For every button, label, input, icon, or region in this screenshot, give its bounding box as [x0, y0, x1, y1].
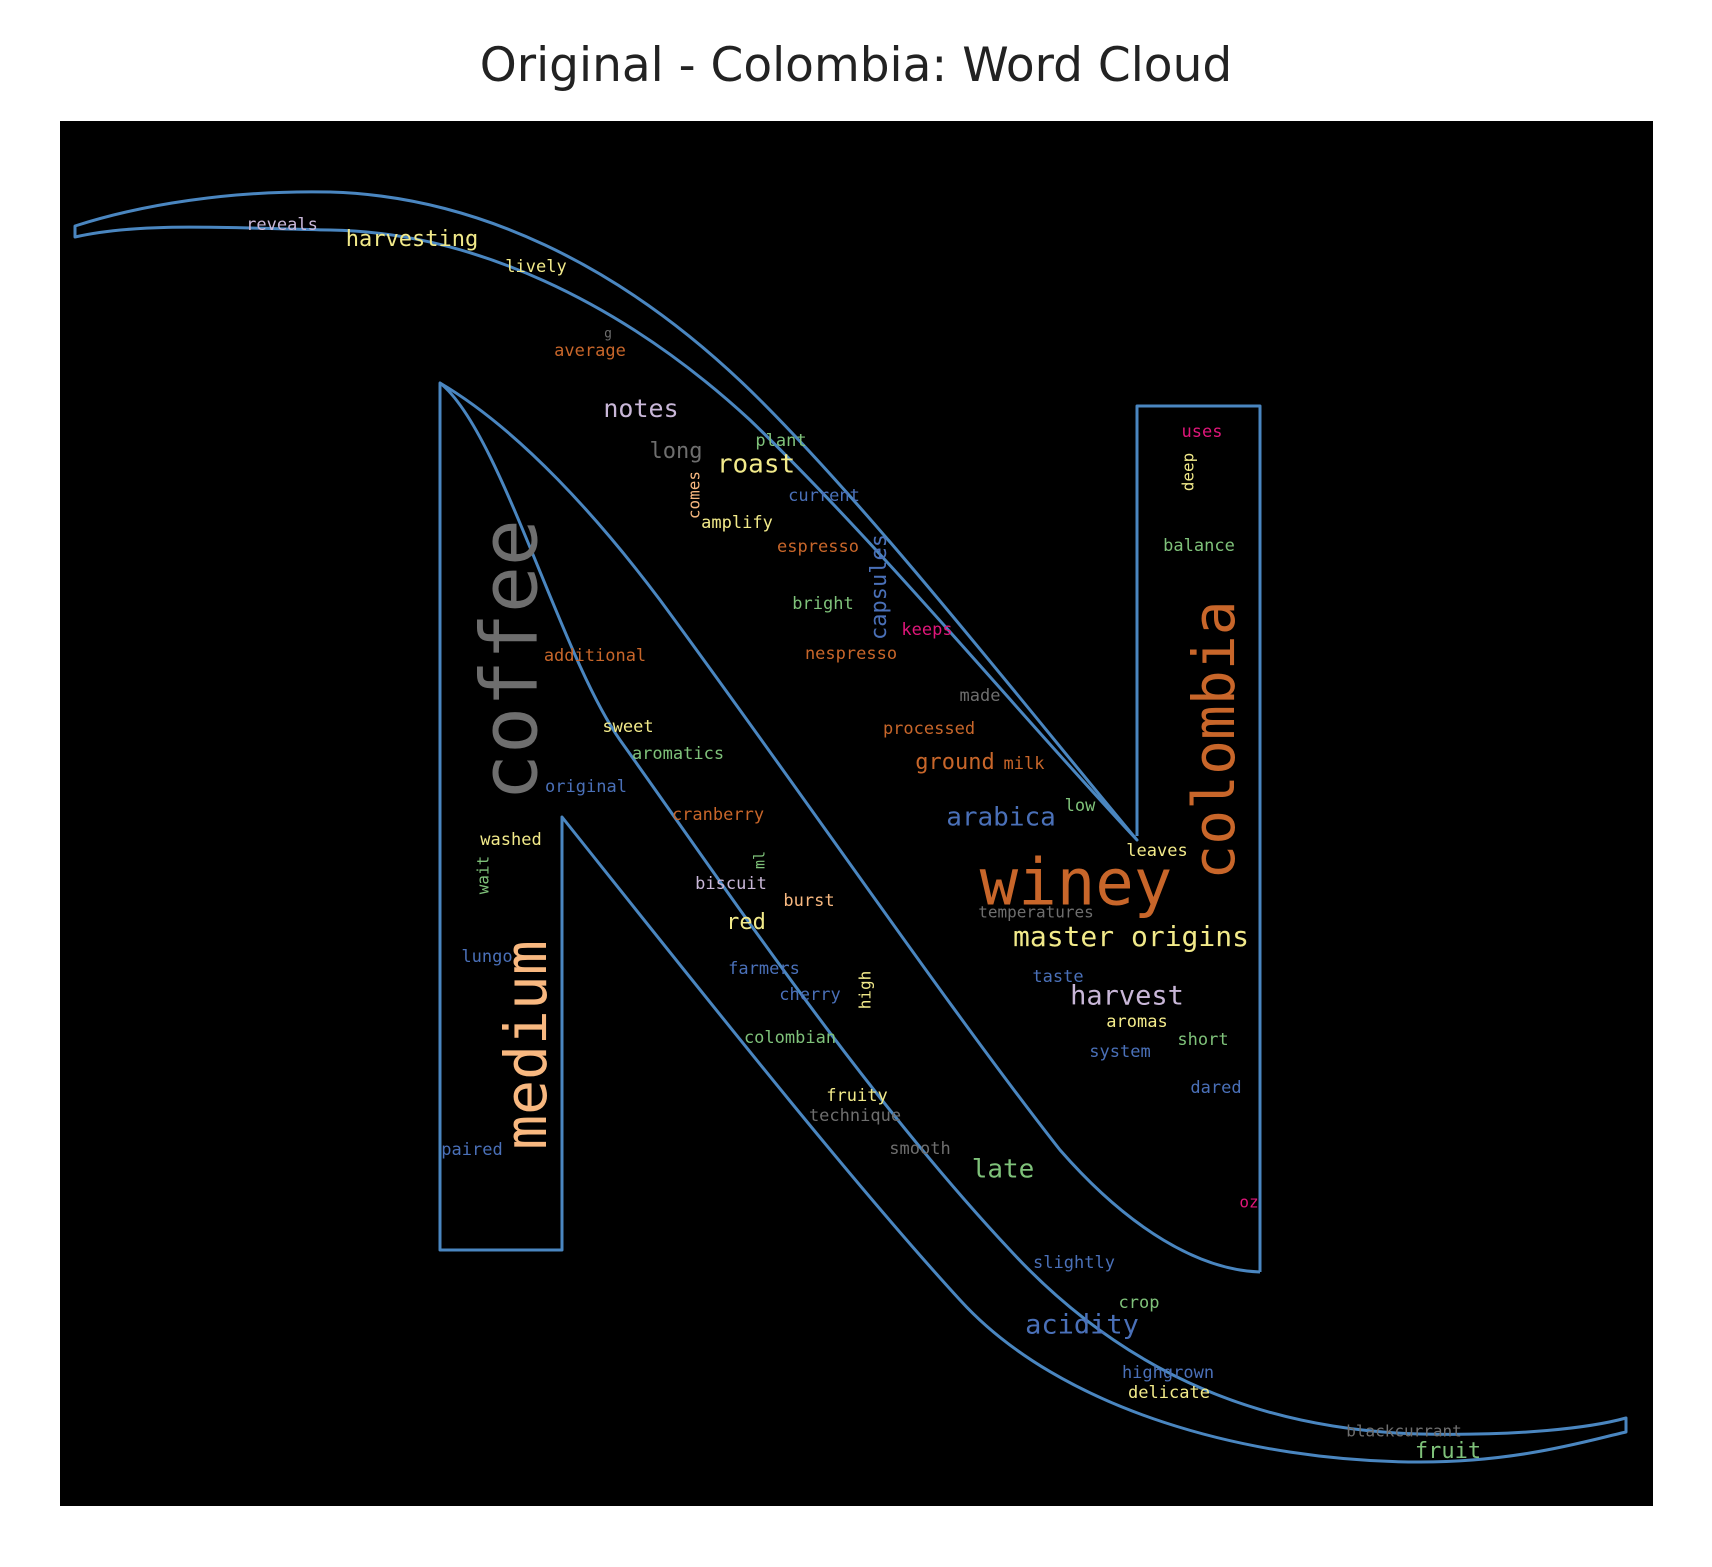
word-low: low — [1065, 796, 1096, 816]
right-stem-box — [1135, 404, 1262, 1272]
word-average: average — [554, 341, 626, 361]
word-lively: lively — [505, 257, 566, 277]
word-highgrown: highgrown — [1122, 1363, 1214, 1383]
word-amplify: amplify — [701, 513, 773, 533]
word-milk: milk — [1004, 754, 1045, 774]
word-aromatics: aromatics — [632, 744, 724, 764]
word-keeps: keeps — [901, 620, 952, 640]
word-leaves: leaves — [1126, 841, 1187, 861]
word-sweet: sweet — [602, 717, 653, 737]
word-harvest: harvest — [1070, 981, 1184, 1012]
word-nespresso: nespresso — [805, 644, 897, 664]
word-oz: oz — [1239, 1193, 1258, 1212]
word-ground: ground — [915, 750, 994, 775]
word-technique: technique — [809, 1106, 901, 1126]
word-ml: ml — [751, 851, 769, 869]
n-mask-outline — [73, 190, 1628, 1464]
word-medium: medium — [492, 940, 560, 1150]
word-arabica: arabica — [946, 803, 1056, 833]
word-reveals: reveals — [246, 215, 318, 235]
word-crop: crop — [1119, 1293, 1160, 1313]
word-bright: bright — [792, 594, 853, 614]
word-master-origins: master origins — [1013, 920, 1249, 953]
word-colombia: colombia — [1180, 600, 1248, 879]
word-high: high — [856, 971, 875, 1010]
word-harvesting: harvesting — [346, 227, 478, 252]
word-farmers: farmers — [728, 959, 800, 979]
word-taste: taste — [1032, 967, 1083, 987]
word-fruity: fruity — [826, 1086, 887, 1106]
word-delicate: delicate — [1128, 1383, 1210, 1403]
word-capsules: capsules — [867, 534, 892, 640]
word-late: late — [972, 1155, 1035, 1185]
word-long: long — [650, 439, 703, 464]
word-lungo: lungo — [461, 947, 512, 967]
word-biscuit: biscuit — [695, 874, 767, 894]
word-made: made — [960, 686, 1001, 706]
word-fruit: fruit — [1415, 1439, 1481, 1464]
word-slightly: slightly — [1033, 1253, 1115, 1273]
word-comes: comes — [685, 471, 704, 519]
word-original: original — [545, 777, 627, 797]
word-acidity: acidity — [1025, 1310, 1139, 1341]
chart-title: Original - Colombia: Word Cloud — [479, 38, 1233, 93]
word-paired: paired — [441, 1140, 502, 1160]
word-dared: dared — [1190, 1078, 1241, 1098]
word-smooth: smooth — [889, 1139, 950, 1159]
word-processed: processed — [883, 719, 975, 739]
word-uses: uses — [1182, 422, 1223, 442]
word-aromas: aromas — [1106, 1012, 1167, 1032]
word-g: g — [604, 327, 612, 342]
word-plant: plant — [755, 431, 806, 451]
word-cherry: cherry — [779, 985, 840, 1005]
word-winey: winey — [980, 847, 1173, 921]
word-roast: roast — [717, 450, 795, 480]
word-coffee: coffee — [465, 519, 555, 801]
word-current: current — [788, 486, 860, 506]
word-red: red — [726, 910, 766, 935]
word-burst: burst — [783, 891, 834, 911]
word-balance: balance — [1163, 536, 1235, 556]
cloud-background — [60, 121, 1653, 1506]
word-notes: notes — [603, 394, 678, 423]
diagonal-band-outline — [439, 381, 1261, 1274]
word-additional: additional — [544, 646, 646, 666]
word-temperatures: temperatures — [978, 903, 1094, 922]
word-blackcurrant: blackcurrant — [1346, 1422, 1462, 1441]
word-espresso: espresso — [777, 537, 859, 557]
word-short: short — [1177, 1030, 1228, 1050]
left-stem-outline — [438, 381, 1628, 1464]
word-wait: wait — [474, 856, 493, 895]
word-cranberry: cranberry — [672, 805, 764, 825]
word-colombian: colombian — [744, 1028, 836, 1048]
swoosh-top-outline — [73, 190, 1139, 842]
word-system: system — [1089, 1042, 1150, 1062]
word-washed: washed — [480, 830, 541, 850]
word-deep: deep — [1179, 453, 1198, 492]
